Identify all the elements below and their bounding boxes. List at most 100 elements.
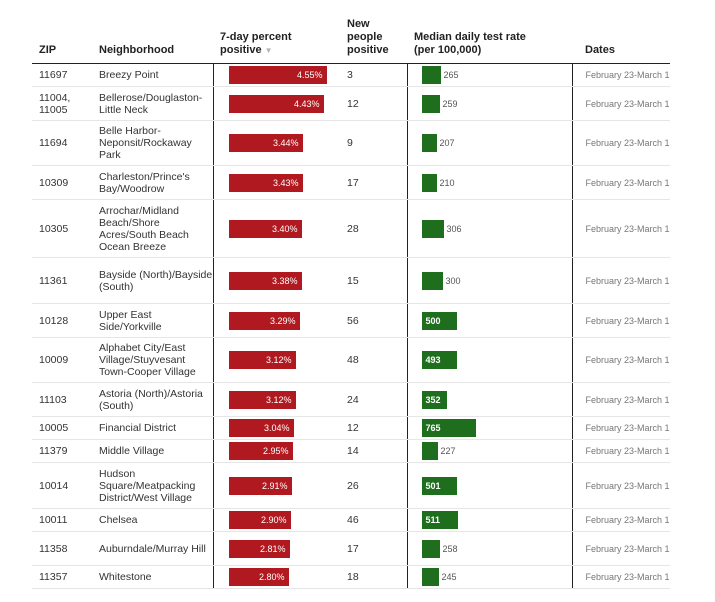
test-rate-cell: 501 [406, 462, 572, 509]
percent-cell: 4.43% [212, 86, 340, 121]
test-rate-bar [421, 568, 439, 586]
col-header-dates[interactable]: Dates [572, 18, 670, 64]
percent-cell: 2.91% [212, 462, 340, 509]
table-row: 11358 Auburndale/Murray Hill 2.81% 17 258 Feb… [32, 531, 670, 566]
zip-cell: 10305 [32, 199, 92, 258]
percent-bar: 2.91% [228, 476, 292, 495]
test-rate-cell: 265 [406, 63, 572, 87]
percent-bar-label: 3.29% [269, 315, 296, 326]
percent-bar-label: 4.43% [293, 98, 320, 109]
test-rate-bar: 500 [421, 311, 457, 330]
percent-cell: 3.12% [212, 382, 340, 417]
new-positive-cell: 26 [340, 462, 407, 509]
percent-bar: 2.95% [228, 442, 293, 460]
test-rate-wrap: 765 [421, 419, 572, 437]
col-header-neighborhood[interactable]: Neighborhood [92, 18, 213, 64]
percent-bar-label: 3.38% [271, 275, 298, 286]
new-positive-cell: 9 [340, 120, 407, 166]
percent-cell: 2.80% [212, 565, 340, 589]
percent-bar-label: 2.81% [259, 543, 286, 554]
new-positive-cell: 18 [340, 565, 407, 589]
test-rate-bar [421, 219, 444, 238]
test-rate-label: 258 [442, 543, 458, 554]
zip-cell: 11697 [32, 63, 92, 87]
col-header-percent[interactable]: 7-day percent positive ▼ [213, 18, 340, 64]
test-rate-cell: 245 [406, 565, 572, 589]
dates-cell: February 23-March 1 [571, 508, 670, 532]
test-rate-bar [421, 539, 440, 558]
neighborhood-cell: Whitestone [92, 565, 213, 589]
table-row: 11694 Belle Harbor-Neponsit/Rockaway Park… [32, 120, 670, 166]
dates-cell: February 23-March 1 [571, 531, 670, 566]
neighborhood-cell: Auburndale/Murray Hill [92, 531, 213, 566]
percent-cell: 3.12% [212, 337, 340, 383]
zip-cell: 11361 [32, 257, 92, 304]
new-positive-cell: 46 [340, 508, 407, 532]
neighborhood-cell: Bellerose/Douglaston-Little Neck [92, 86, 213, 121]
dates-cell: February 23-March 1 [571, 86, 670, 121]
percent-bar: 2.81% [228, 539, 290, 558]
test-rate-cell: 511 [406, 508, 572, 532]
test-rate-bar [421, 442, 438, 460]
percent-bar: 3.38% [228, 271, 302, 290]
col-header-percent-label: 7-day percent positive [220, 31, 292, 56]
test-rate-cell: 300 [406, 257, 572, 304]
col-header-zip-label: ZIP [39, 44, 57, 56]
new-positive-cell: 28 [340, 199, 407, 258]
percent-bar: 3.12% [228, 390, 296, 409]
new-positive-cell: 17 [340, 531, 407, 566]
zip-cell: 11103 [32, 382, 92, 417]
test-rate-bar [421, 271, 443, 290]
test-rate-label: 352 [425, 394, 441, 405]
neighborhood-cell: Chelsea [92, 508, 213, 532]
neighborhood-cell: Belle Harbor-Neponsit/Rockaway Park [92, 120, 213, 166]
zip-cell: 10009 [32, 337, 92, 383]
dates-cell: February 23-March 1 [571, 565, 670, 589]
percent-cell: 3.29% [212, 303, 340, 338]
percent-bar: 2.80% [228, 568, 289, 586]
test-rate-cell: 227 [406, 439, 572, 463]
dates-cell: February 23-March 1 [571, 416, 670, 440]
test-rate-bar: 493 [421, 351, 457, 369]
dates-cell: February 23-March 1 [571, 462, 670, 509]
test-rate-wrap: 207 [421, 134, 572, 152]
col-header-test-rate[interactable]: Median daily test rate (per 100,000) [407, 18, 572, 64]
table-row: 11103 Astoria (North)/Astoria (South) 3.12… [32, 382, 670, 417]
test-rate-wrap: 245 [421, 568, 572, 586]
percent-cell: 3.44% [212, 120, 340, 166]
test-rate-cell: 765 [406, 416, 572, 440]
table-row: 11379 Middle Village 2.95% 14 227 February 23… [32, 439, 670, 463]
zip-cell: 10005 [32, 416, 92, 440]
sort-down-icon[interactable]: ▼ [264, 46, 273, 55]
zip-cell: 11694 [32, 120, 92, 166]
percent-bar-label: 2.91% [261, 480, 288, 491]
zip-cell: 10014 [32, 462, 92, 509]
table-row: 10009 Alphabet City/East Village/Stuyvesa… [32, 337, 670, 383]
percent-bar-label: 4.55% [296, 70, 323, 80]
dates-cell: February 23-March 1 [571, 439, 670, 463]
zip-cell: 11004, 11005 [32, 86, 92, 121]
percent-bar-label: 2.80% [258, 572, 285, 582]
neighborhood-cell: Bayside (North)/Bayside (South) [92, 257, 213, 304]
col-header-new-positive[interactable]: New people positive [340, 18, 407, 64]
test-rate-wrap: 265 [421, 66, 572, 84]
percent-bar: 3.40% [228, 219, 302, 238]
percent-bar: 3.43% [228, 173, 303, 192]
test-rate-cell: 500 [406, 303, 572, 338]
zip-cell: 10128 [32, 303, 92, 338]
test-rate-bar [421, 173, 437, 192]
new-positive-cell: 12 [340, 416, 407, 440]
table-row: 11361 Bayside (North)/Bayside (South) 3.38… [32, 257, 670, 304]
percent-bar: 3.04% [228, 419, 294, 437]
test-rate-wrap: 227 [421, 442, 572, 460]
dates-cell: February 23-March 1 [571, 303, 670, 338]
test-rate-wrap: 259 [421, 94, 572, 113]
col-header-zip[interactable]: ZIP [32, 18, 92, 64]
neighborhood-cell: Middle Village [92, 439, 213, 463]
percent-cell: 3.43% [212, 165, 340, 200]
col-header-neighborhood-label: Neighborhood [99, 44, 175, 56]
percent-bar-label: 3.40% [271, 223, 298, 234]
percent-bar: 3.44% [228, 134, 303, 152]
table-row: 10014 Hudson Square/Meatpacking District/… [32, 462, 670, 509]
table-row: 10305 Arrochar/Midland Beach/Shore Acres/… [32, 199, 670, 258]
